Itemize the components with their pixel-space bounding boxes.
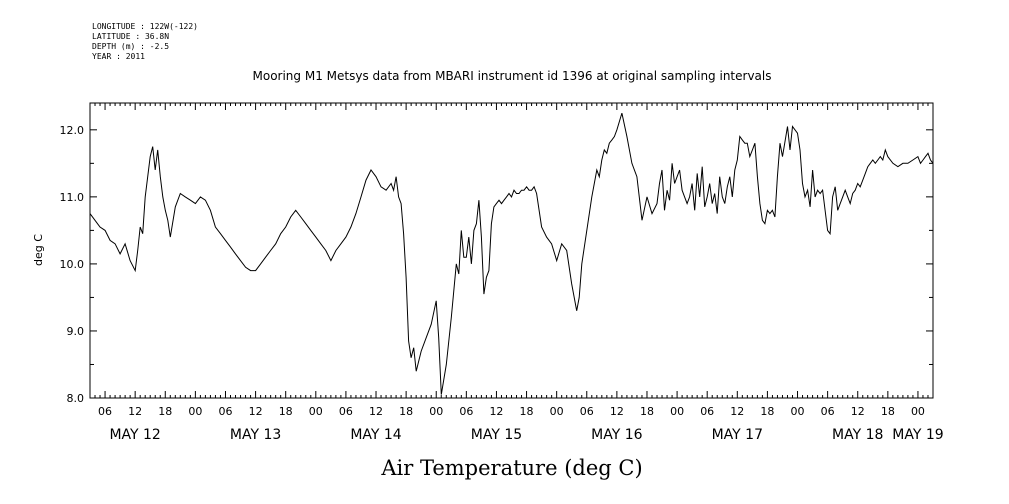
series-group — [89, 112, 934, 395]
x-tick-label: 12 — [610, 405, 624, 418]
x-tick-label: 18 — [158, 405, 172, 418]
x-tick-label: 12 — [730, 405, 744, 418]
x-tick-label: 06 — [580, 405, 594, 418]
plot-frame — [89, 102, 934, 399]
x-tick-label: 00 — [670, 405, 684, 418]
day-label: MAY 12 — [109, 427, 160, 443]
x-tick-label: 18 — [399, 405, 413, 418]
day-label: MAY 18 — [832, 427, 883, 443]
day-label: MAY 16 — [591, 427, 642, 443]
air-temperature-line — [89, 112, 934, 395]
x-tick-label: 06 — [459, 405, 473, 418]
x-tick-label: 06 — [700, 405, 714, 418]
x-tick-label: 06 — [98, 405, 112, 418]
y-tick-label: 10.0 — [60, 258, 85, 271]
x-tick-label: 12 — [369, 405, 383, 418]
x-tick-label: 18 — [640, 405, 654, 418]
x-tick-label: 18 — [279, 405, 293, 418]
x-tick-label: 18 — [881, 405, 895, 418]
day-label: MAY 15 — [471, 427, 522, 443]
y-tick-label: 11.0 — [60, 191, 85, 204]
y-axis: 8.0 9.0 10.0 11.0 12.0 — [60, 124, 933, 405]
x-tick-label: 00 — [550, 405, 564, 418]
day-label: MAY 14 — [350, 427, 401, 443]
x-tick-label: 06 — [821, 405, 835, 418]
y-tick-label: 9.0 — [67, 325, 85, 338]
day-label: MAY 19 — [892, 427, 943, 443]
y-tick-label: 8.0 — [67, 392, 85, 405]
y-axis-label: deg C — [32, 234, 45, 266]
x-tick-label: 06 — [339, 405, 353, 418]
day-label: MAY 13 — [230, 427, 281, 443]
x-tick-label: 00 — [309, 405, 323, 418]
depth-text: DEPTH (m) : -2.5 — [92, 42, 169, 51]
chart-title: Mooring M1 Metsys data from MBARI instru… — [253, 69, 772, 83]
latitude-text: LATITUDE : 36.8N — [92, 32, 169, 41]
y-tick-label: 12.0 — [60, 124, 85, 137]
longitude-text: LONGITUDE : 122W(-122) — [92, 22, 198, 31]
x-axis: 06 12 18 00 06 12 18 00 06 12 18 00 06 12 18 00 06 12 18 00… — [89, 103, 944, 443]
x-tick-label: 00 — [911, 405, 925, 418]
x-tick-label: 12 — [249, 405, 263, 418]
x-tick-label: 18 — [520, 405, 534, 418]
x-axis-label: Air Temperature (deg C) — [380, 456, 642, 480]
x-tick-label: 00 — [429, 405, 443, 418]
x-tick-label: 18 — [760, 405, 774, 418]
x-tick-label: 06 — [218, 405, 232, 418]
x-tick-label: 00 — [791, 405, 805, 418]
x-tick-label: 12 — [851, 405, 865, 418]
year-text: YEAR : 2011 — [92, 52, 145, 61]
x-tick-label: 00 — [188, 405, 202, 418]
x-tick-label: 12 — [128, 405, 142, 418]
x-tick-label: 12 — [489, 405, 503, 418]
day-label: MAY 17 — [712, 427, 763, 443]
